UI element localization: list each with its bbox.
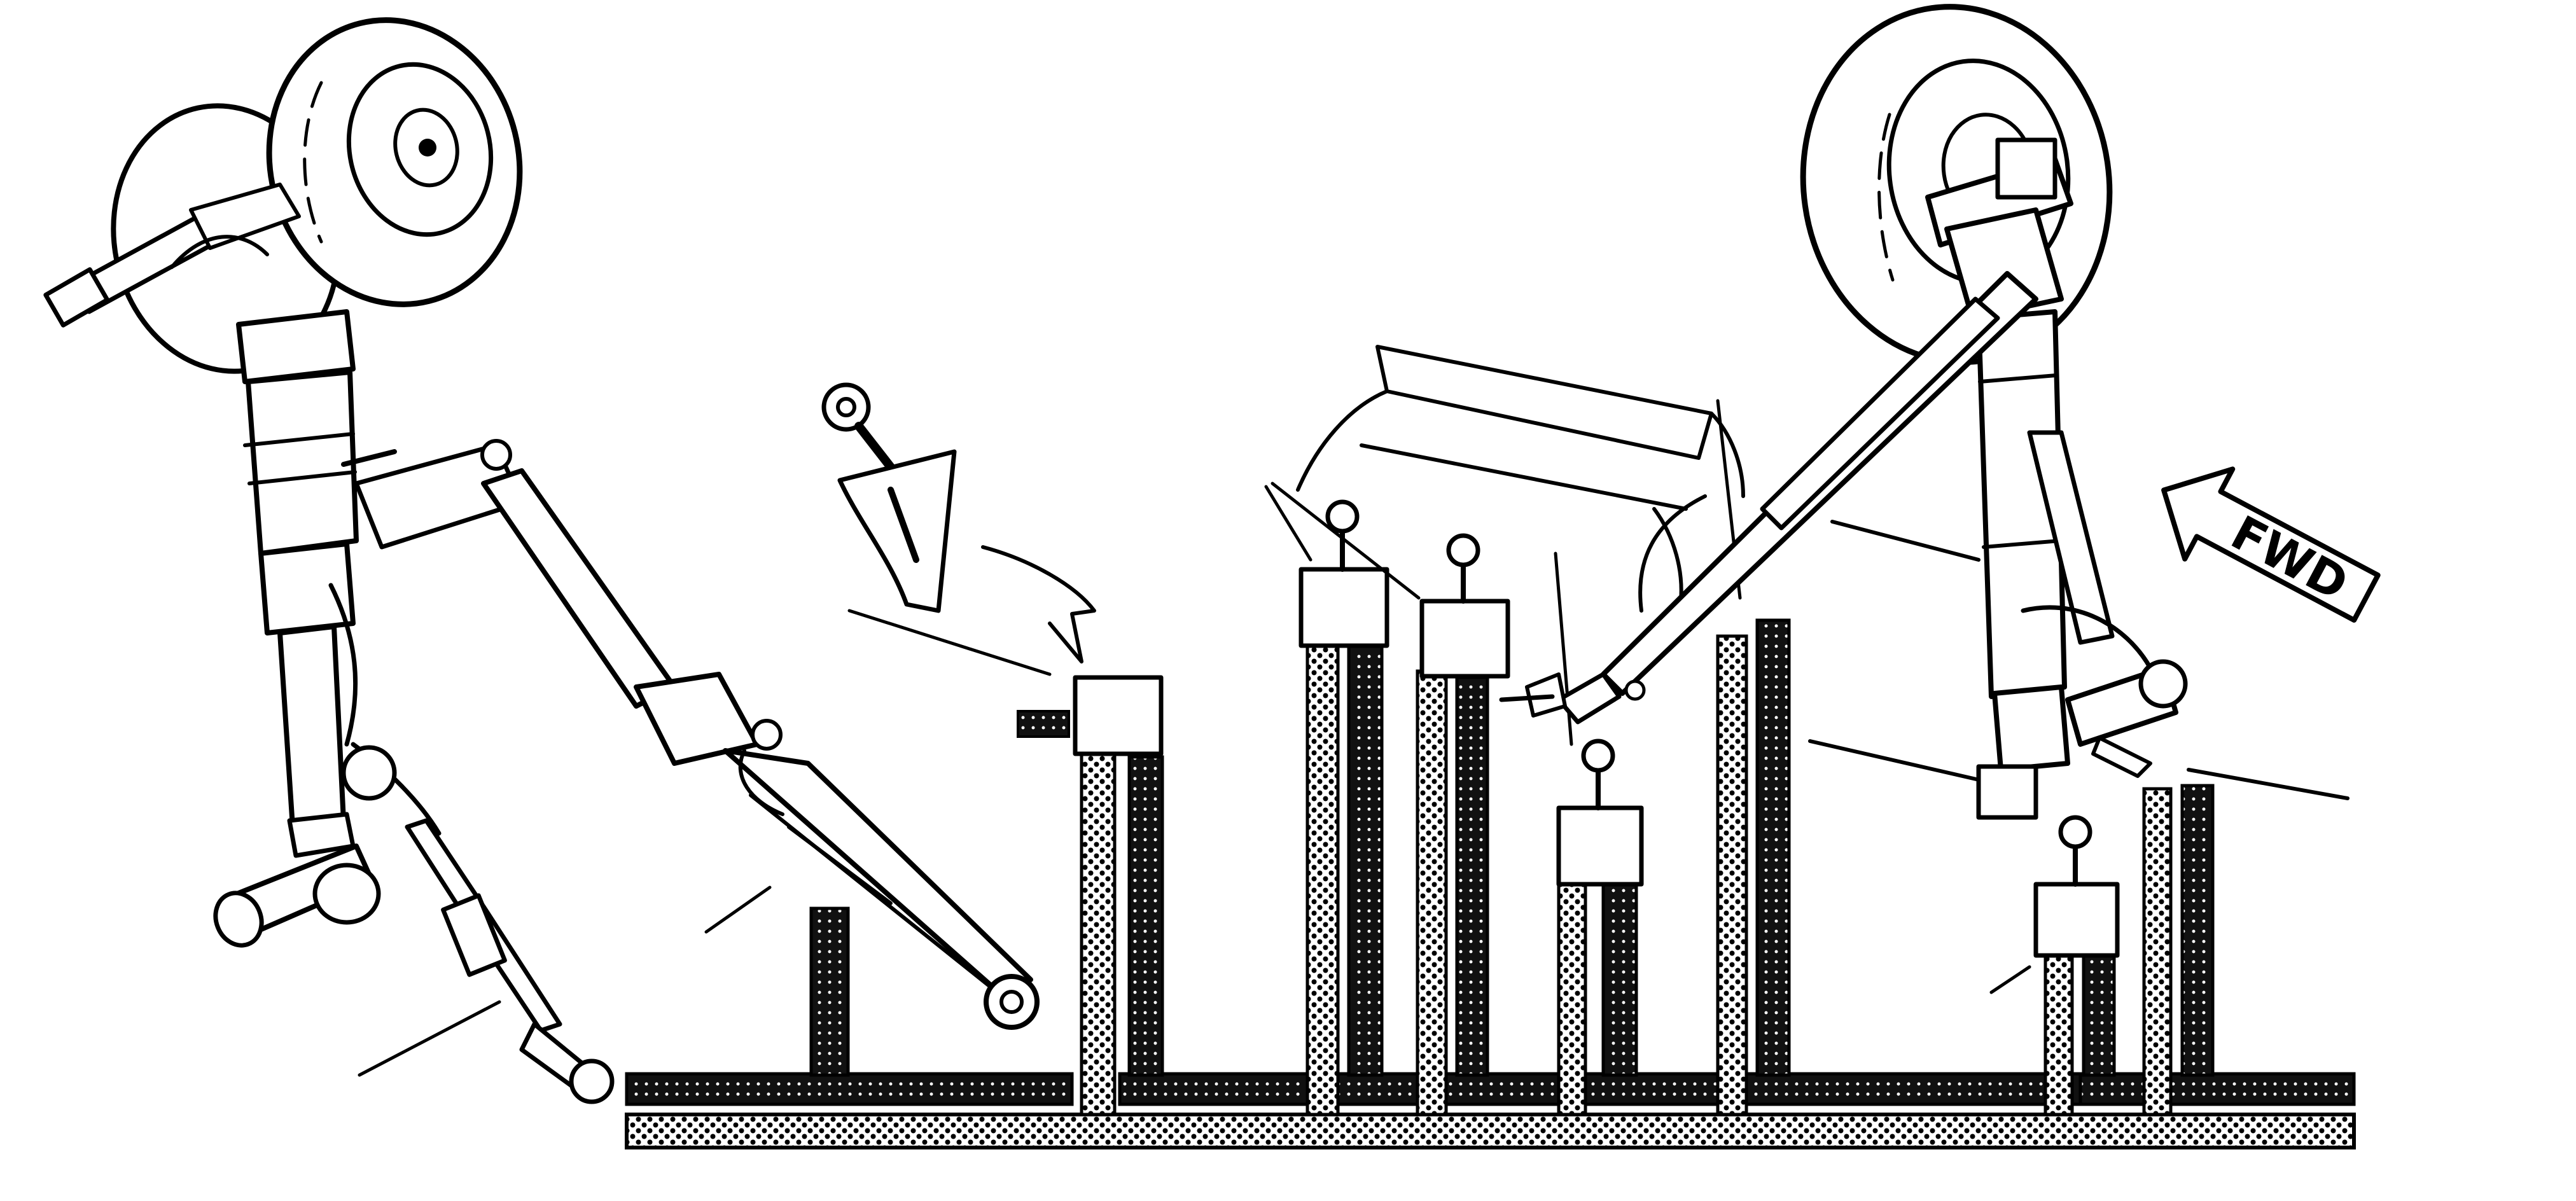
- rack-post: [2082, 952, 2116, 1077]
- forward-arrow-icon: FWD: [2161, 466, 2381, 623]
- rack-post: [1455, 676, 1489, 1077]
- rack-post: [1601, 882, 1638, 1077]
- rack-post: [1305, 628, 1340, 1116]
- rack-base-rail: [625, 1113, 2356, 1149]
- main-landing-gear-icon: [43, 17, 1040, 1104]
- rack-post: [1716, 634, 1748, 1116]
- wing-nacelle-outline: [1296, 345, 2350, 800]
- storage-rack: [625, 499, 2356, 1149]
- rack-post: [2180, 784, 2215, 1077]
- rack-fixture-block: [1298, 499, 1389, 648]
- rack-post: [2142, 787, 2173, 1116]
- rack-post: [1347, 641, 1384, 1077]
- nose-landing-gear-icon: [1499, 4, 2188, 820]
- rack-post: [1755, 618, 1791, 1077]
- rack-fixture-block: [1073, 675, 1164, 756]
- rack-fixture-block: [1419, 533, 1510, 679]
- rack-fixture-block: [1556, 739, 1644, 887]
- rack-upper-rail-1: [625, 1072, 1074, 1106]
- rack-bracket: [1017, 710, 1070, 738]
- rack-post: [1557, 882, 1587, 1116]
- fwd-label: FWD: [2222, 505, 2357, 611]
- rack-post: [1080, 736, 1117, 1116]
- rack-post: [1127, 755, 1164, 1077]
- rack-post: [1416, 669, 1448, 1116]
- rack-post: [809, 906, 850, 1077]
- tow-fitting-icon: [821, 382, 1096, 676]
- rack-upper-rail-3: [2078, 1072, 2356, 1106]
- leader-lines: [358, 399, 2031, 1077]
- rack-post: [2043, 952, 2074, 1116]
- rack-fixture-block: [2033, 815, 2120, 958]
